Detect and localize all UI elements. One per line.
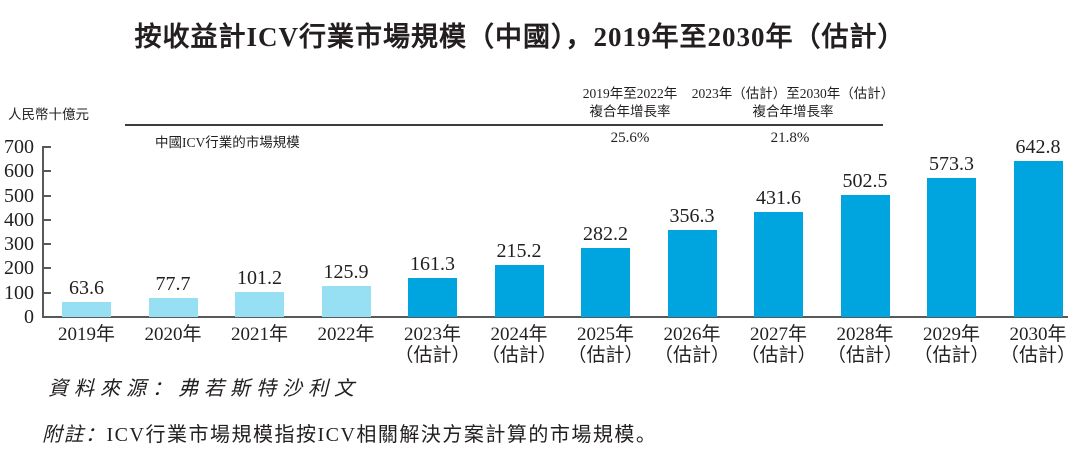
y-tick-label: 700: [4, 136, 34, 158]
bar: [840, 194, 890, 317]
y-tick: [42, 291, 51, 294]
series-label: 中國ICV行業的市場規模: [155, 135, 300, 150]
bar: [148, 298, 198, 317]
x-axis-line: [42, 316, 1068, 318]
bar-value-label: 502.5: [842, 169, 888, 192]
cagr-value-2023-2030: 21.8%: [770, 130, 810, 146]
x-tick-label: 2020年: [144, 324, 202, 345]
bar-value-label: 642.8: [1015, 135, 1061, 158]
y-axis-line: [42, 147, 44, 317]
x-tick-label: 2019年: [57, 324, 115, 345]
x-tick-label: 2026年 （估計）: [653, 324, 730, 366]
bar-value-label: 125.9: [323, 261, 369, 284]
note-line: 附註：ICV行業市場規模指按ICV相關解決方案計算的市場規模。: [42, 418, 657, 447]
x-tick-label: 2025年 （估計）: [567, 324, 644, 366]
bar-value-label: 356.3: [669, 205, 715, 228]
y-tick: [42, 170, 51, 173]
bar-value-label: 282.2: [583, 223, 628, 246]
chart-title: 按收益計ICV行業市場規模（中國），2019年至2030年（估計）: [134, 22, 906, 52]
bar-value-label: 77.7: [155, 273, 191, 296]
cagr-header-line2: 複合年增長率: [589, 104, 671, 119]
bar-value-label: 63.6: [69, 276, 104, 299]
bar: [754, 212, 803, 317]
cagr-header-2019-2022: 2019年至2022年 複合年增長率: [510, 85, 750, 121]
bar: [235, 292, 284, 317]
y-tick-label: 600: [4, 160, 34, 183]
cagr-value-2019-2022: 25.6%: [610, 130, 650, 146]
x-tick-label: 2029年 （估計）: [913, 324, 990, 366]
bar: [494, 264, 544, 317]
source-line: 資料來源：弗若斯特沙利文: [48, 378, 360, 400]
cagr-header-2023-2030: 2023年（估計）至2030年（估計） 複合年增長率: [673, 85, 913, 121]
x-tick-label: 2028年 （估計）: [826, 324, 903, 366]
bar-value-label: 101.2: [237, 267, 282, 290]
bar: [581, 248, 630, 317]
y-tick: [42, 316, 51, 318]
x-tick-label: 2023年 （估計）: [394, 324, 471, 366]
bar-value-label: 431.6: [756, 187, 801, 210]
y-tick: [42, 194, 51, 197]
bar: [927, 177, 976, 317]
bar: [1013, 160, 1063, 317]
cagr-header-line2: 複合年增長率: [752, 104, 834, 119]
y-axis-unit-label: 人民幣十億元: [8, 107, 89, 122]
y-tick-label: 200: [4, 257, 34, 280]
note-text: ICV行業市場規模指按ICV相關解決方案計算的市場規模。: [106, 424, 658, 446]
bar: [62, 301, 111, 317]
y-tick-label: 100: [4, 281, 34, 304]
bar-value-label: 161.3: [410, 252, 455, 275]
y-tick-label: 500: [4, 184, 34, 207]
note-prefix: 附註：: [42, 424, 107, 446]
x-tick-label: 2027年 （估計）: [740, 324, 817, 366]
y-tick-label: 0: [24, 306, 34, 328]
y-tick: [42, 218, 51, 221]
cagr-header-line1: 2023年（估計）至2030年（估計）: [691, 86, 895, 101]
y-tick: [42, 267, 51, 270]
y-tick: [42, 146, 51, 148]
x-tick-label: 2030年 （估計）: [999, 324, 1076, 366]
x-tick-label: 2022年: [317, 324, 375, 345]
y-tick-label: 400: [4, 208, 34, 231]
y-tick-label: 300: [4, 233, 34, 256]
y-tick: [42, 243, 51, 246]
bar: [408, 277, 457, 317]
bar-value-label: 573.3: [929, 152, 974, 175]
bar-value-label: 215.2: [496, 239, 542, 262]
x-tick-label: 2021年: [230, 324, 288, 345]
cagr-header-line1: 2019年至2022年: [582, 86, 678, 101]
legend-header-rule: [125, 124, 883, 126]
x-tick-label: 2024年 （估計）: [480, 324, 557, 366]
bar: [667, 230, 717, 317]
bar: [321, 286, 371, 317]
